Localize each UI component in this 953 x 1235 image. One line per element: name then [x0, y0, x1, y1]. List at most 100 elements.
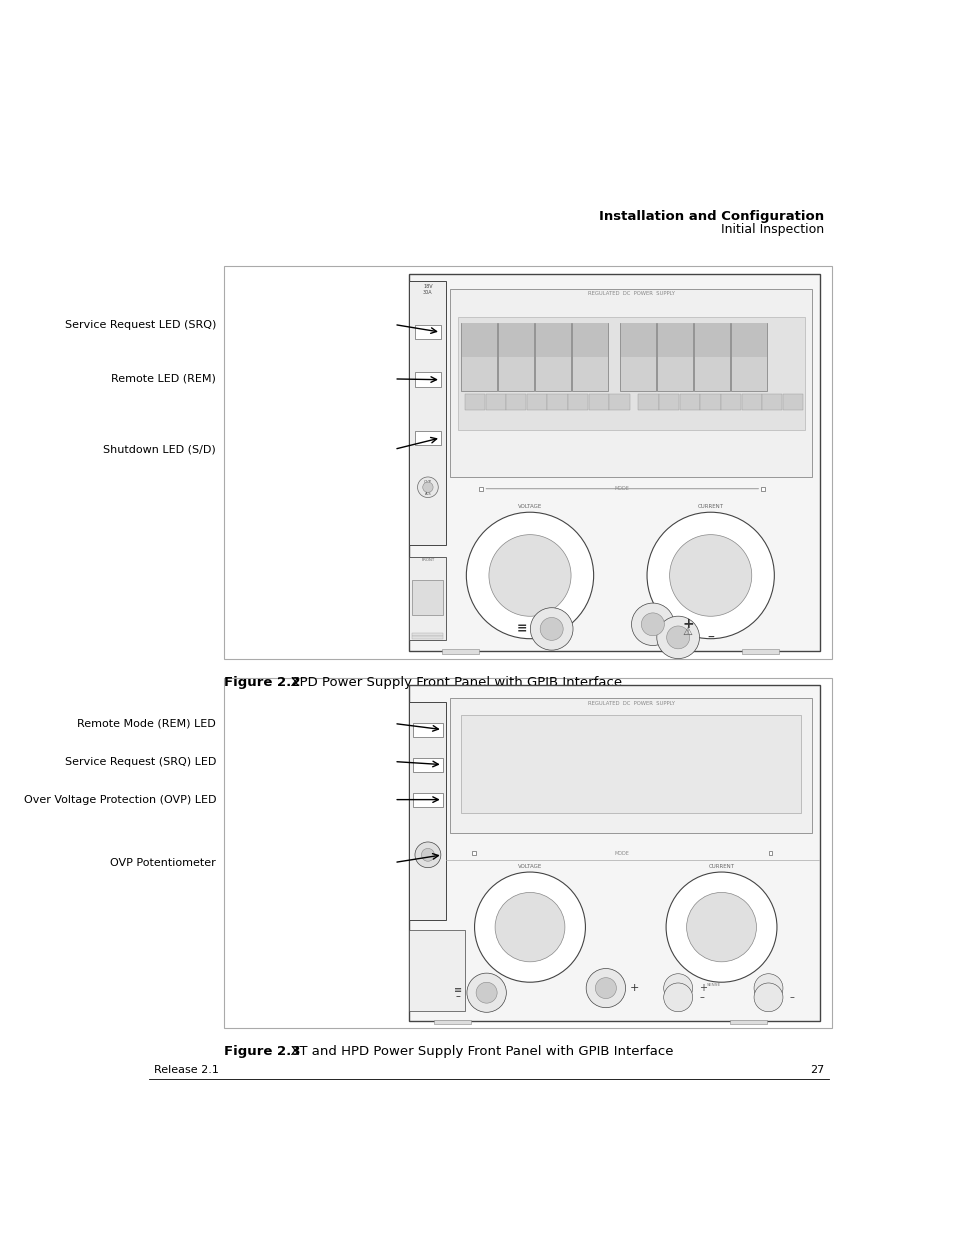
Text: +: + — [699, 983, 706, 993]
Text: 27: 27 — [809, 1065, 823, 1074]
Circle shape — [669, 535, 751, 616]
Bar — [479, 487, 483, 490]
Bar — [506, 394, 526, 410]
Bar — [619, 322, 656, 390]
Bar — [694, 322, 730, 390]
Bar — [485, 394, 505, 410]
Bar — [731, 324, 766, 357]
Text: Installation and Configuration: Installation and Configuration — [598, 210, 823, 222]
Text: Shutdown LED (S/D): Shutdown LED (S/D) — [103, 445, 216, 454]
Bar — [741, 650, 779, 655]
Bar — [567, 394, 588, 410]
Text: MODE: MODE — [614, 851, 629, 856]
Bar — [415, 373, 440, 387]
Text: Over Voltage Protection (OVP) LED: Over Voltage Protection (OVP) LED — [24, 794, 216, 805]
Bar — [409, 557, 446, 640]
Text: MODE: MODE — [614, 487, 629, 492]
Bar — [457, 317, 803, 430]
Text: XPD Power Supply Front Panel with GPIB Interface: XPD Power Supply Front Panel with GPIB I… — [282, 676, 621, 689]
Text: OVP: OVP — [423, 480, 432, 484]
Text: 30A: 30A — [422, 290, 433, 295]
Circle shape — [656, 616, 699, 658]
Text: FRONT: FRONT — [421, 558, 434, 562]
Text: Figure 2.3: Figure 2.3 — [224, 1045, 300, 1058]
Circle shape — [666, 626, 689, 648]
Bar — [461, 715, 801, 813]
Bar — [740, 394, 760, 410]
Bar — [659, 394, 679, 410]
Bar — [413, 757, 442, 772]
Bar — [760, 487, 764, 490]
Text: Figure 2.2: Figure 2.2 — [224, 676, 300, 689]
Circle shape — [646, 513, 774, 638]
Bar — [526, 394, 546, 410]
Bar — [409, 282, 446, 546]
Bar — [224, 266, 831, 658]
Bar — [657, 322, 693, 390]
Text: Remote LED (REM): Remote LED (REM) — [112, 374, 216, 384]
Circle shape — [686, 893, 756, 962]
Text: Release 2.1: Release 2.1 — [154, 1065, 219, 1074]
Bar — [461, 324, 497, 357]
Bar — [536, 324, 570, 357]
Circle shape — [665, 872, 776, 982]
Circle shape — [530, 608, 573, 650]
Bar — [609, 394, 629, 410]
Bar — [442, 650, 478, 655]
Text: VOLTAGE: VOLTAGE — [517, 504, 541, 509]
Circle shape — [466, 513, 593, 638]
Bar — [413, 793, 442, 806]
Text: VOLTAGE: VOLTAGE — [517, 864, 541, 869]
Bar — [415, 431, 440, 445]
Bar — [729, 1020, 766, 1024]
Text: ≡: ≡ — [517, 622, 527, 636]
Circle shape — [421, 848, 434, 861]
Bar — [409, 274, 820, 651]
Bar — [413, 722, 442, 737]
Circle shape — [415, 842, 440, 868]
Circle shape — [753, 973, 782, 1003]
Circle shape — [595, 978, 616, 999]
Bar — [768, 851, 772, 855]
Bar — [409, 701, 446, 920]
Text: +: + — [681, 618, 694, 631]
Bar — [450, 289, 811, 478]
Text: Initial Inspection: Initial Inspection — [720, 222, 823, 236]
Text: Service Request LED (SRQ): Service Request LED (SRQ) — [65, 320, 216, 330]
Bar — [497, 322, 534, 390]
Bar — [224, 678, 831, 1029]
Text: ⚠: ⚠ — [681, 627, 692, 637]
Circle shape — [585, 968, 625, 1008]
Bar — [730, 322, 766, 390]
Bar — [461, 322, 497, 390]
Text: ALS: ALS — [424, 493, 431, 496]
Circle shape — [422, 482, 433, 493]
Circle shape — [474, 872, 585, 982]
Bar — [535, 322, 571, 390]
Bar — [415, 325, 440, 340]
Text: CURRENT: CURRENT — [697, 504, 723, 509]
Text: XT and HPD Power Supply Front Panel with GPIB Interface: XT and HPD Power Supply Front Panel with… — [282, 1045, 673, 1058]
Text: Remote Mode (REM) LED: Remote Mode (REM) LED — [77, 719, 216, 729]
Bar — [700, 394, 720, 410]
Bar — [412, 636, 443, 638]
Circle shape — [489, 535, 571, 616]
Text: ≡: ≡ — [454, 984, 461, 994]
Bar — [620, 324, 655, 357]
Circle shape — [663, 973, 692, 1003]
Text: Service Request (SRQ) LED: Service Request (SRQ) LED — [65, 757, 216, 767]
Bar — [694, 324, 729, 357]
Bar — [638, 394, 658, 410]
Bar — [409, 685, 820, 1021]
Circle shape — [495, 893, 564, 962]
Bar — [409, 930, 464, 1011]
Text: CURRENT: CURRENT — [708, 864, 734, 869]
Text: SENSE: SENSE — [706, 983, 720, 987]
Bar — [658, 324, 692, 357]
Circle shape — [663, 983, 692, 1011]
Bar — [588, 394, 608, 410]
Bar — [412, 634, 443, 636]
Bar — [572, 322, 608, 390]
Text: –: – — [455, 990, 459, 1000]
Circle shape — [466, 973, 506, 1013]
